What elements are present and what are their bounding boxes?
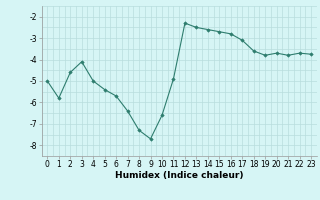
X-axis label: Humidex (Indice chaleur): Humidex (Indice chaleur) <box>115 171 244 180</box>
